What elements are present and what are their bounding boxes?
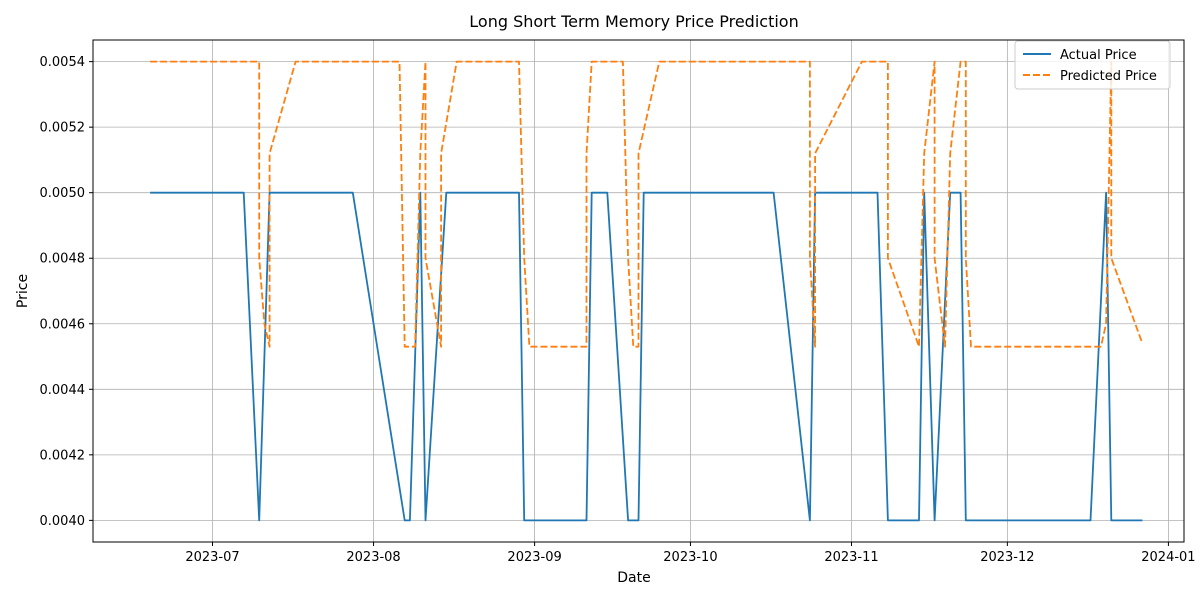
x-axis: 2023-07 2023-08 2023-09 2023-10 2023-11 2023-… xyxy=(185,542,1196,565)
y-tick-label: 0.0046 xyxy=(40,317,86,332)
y-tick-label: 0.0052 xyxy=(40,121,86,136)
grid xyxy=(93,40,1184,542)
y-tick-label: 0.0042 xyxy=(40,448,86,463)
series-line-predicted-price xyxy=(150,60,1144,348)
y-tick-label: 0.0040 xyxy=(40,514,86,529)
x-axis-label: Date xyxy=(617,570,650,586)
x-tick-label: 2023-08 xyxy=(346,550,400,565)
x-tick-label: 2023-12 xyxy=(980,550,1034,565)
x-tick-label: 2023-10 xyxy=(663,550,717,565)
plot-frame xyxy=(92,39,1185,543)
chart-title: Long Short Term Memory Price Prediction xyxy=(469,12,798,31)
y-axis-label: Price xyxy=(15,274,31,308)
x-tick-label: 2023-11 xyxy=(824,550,878,565)
x-tick-label: 2023-09 xyxy=(507,550,561,565)
series-line-actual-price xyxy=(150,191,1143,522)
y-tick-label: 0.0048 xyxy=(40,252,86,267)
legend-label-actual: Actual Price xyxy=(1060,48,1137,63)
legend: Actual Price Predicted Price xyxy=(1014,40,1171,90)
legend-label-predicted: Predicted Price xyxy=(1060,69,1157,84)
legend-box xyxy=(1014,40,1171,90)
x-tick-label: 2024-01 xyxy=(1141,550,1195,565)
plot-lines xyxy=(150,60,1144,522)
x-tick-label: 2023-07 xyxy=(185,550,239,565)
y-axis: 0.0040 0.0042 0.0044 0.0046 0.0048 0.0050 0.00… xyxy=(40,55,93,529)
y-tick-label: 0.0044 xyxy=(40,383,86,398)
y-tick-label: 0.0050 xyxy=(40,186,86,201)
y-tick-label: 0.0054 xyxy=(40,55,86,70)
